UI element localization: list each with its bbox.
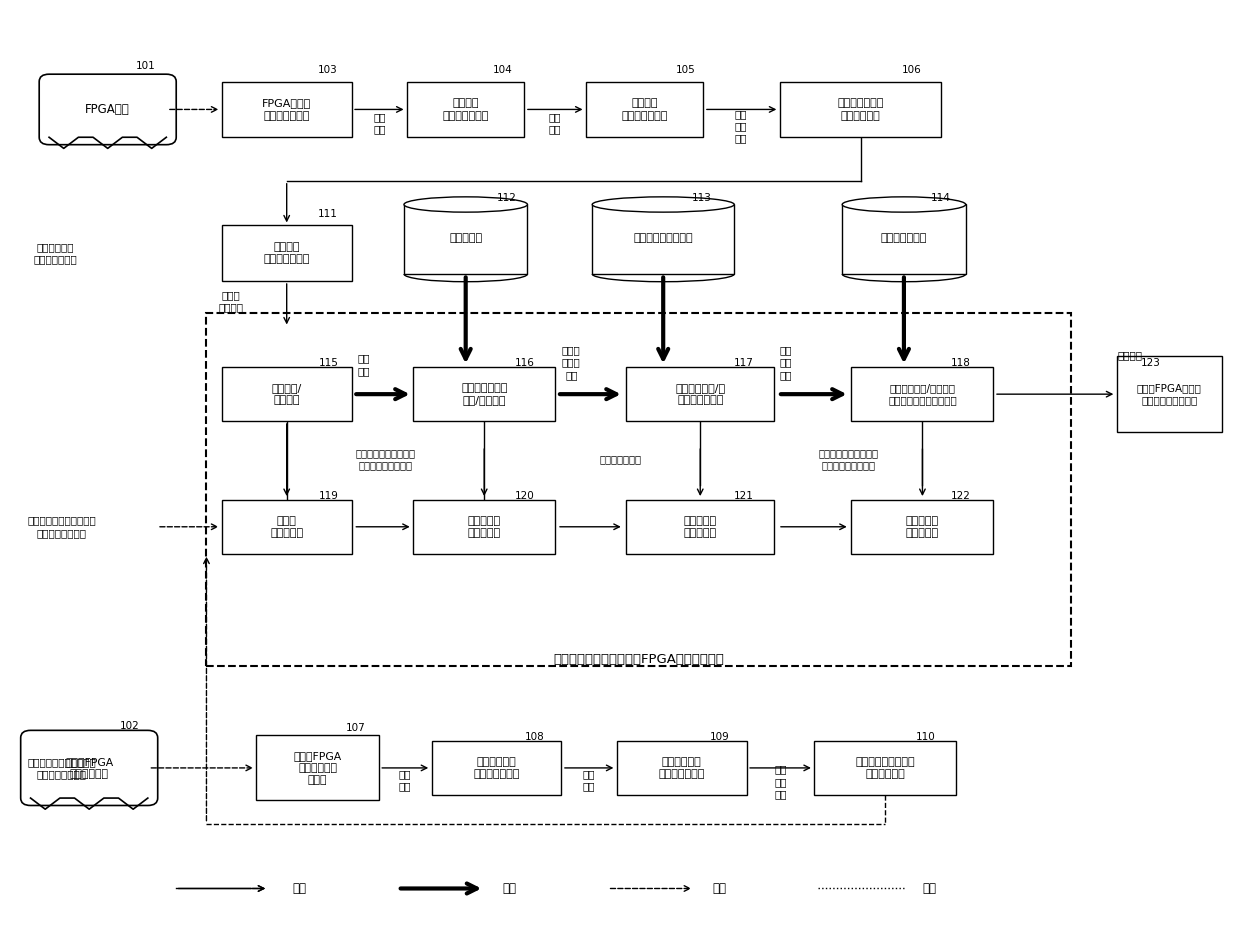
- FancyBboxPatch shape: [852, 500, 993, 553]
- Text: 117: 117: [734, 357, 754, 368]
- Text: 过程: 过程: [293, 882, 306, 895]
- Text: 111: 111: [317, 209, 337, 219]
- Text: 转换到
赋权超图: 转换到 赋权超图: [218, 290, 244, 313]
- Text: 107: 107: [346, 723, 366, 733]
- FancyBboxPatch shape: [255, 735, 379, 801]
- Text: 层次式FPGA的近似
非劣最优的布局布线: 层次式FPGA的近似 非劣最优的布局布线: [1137, 383, 1202, 405]
- Text: 输出: 输出: [923, 882, 936, 895]
- Text: 每一层次超图/逻辑网表
的近似非劣最优布局布线: 每一层次超图/逻辑网表 的近似非劣最优布局布线: [888, 383, 957, 405]
- Text: 输出结果: 输出结果: [1117, 350, 1142, 360]
- Text: 迁移优化算法库: 迁移优化算法库: [880, 232, 928, 243]
- FancyBboxPatch shape: [780, 81, 941, 137]
- FancyBboxPatch shape: [815, 741, 956, 795]
- Text: 投影
优化
阶段: 投影 优化 阶段: [779, 345, 792, 380]
- Text: 基于多层次方法的层次式FPGA布局布线程序: 基于多层次方法的层次式FPGA布局布线程序: [553, 653, 724, 666]
- Text: FPGA设计的
网表文件源代码: FPGA设计的 网表文件源代码: [262, 98, 311, 120]
- Text: 110: 110: [916, 732, 936, 743]
- Text: 101: 101: [136, 61, 156, 71]
- FancyBboxPatch shape: [852, 368, 993, 421]
- Text: 网表文件
对应的逻辑网表: 网表文件 对应的逻辑网表: [264, 242, 310, 264]
- FancyBboxPatch shape: [222, 368, 351, 421]
- Text: 语法
分析: 语法 分析: [583, 769, 595, 791]
- Text: 103: 103: [317, 64, 337, 75]
- Text: 最高层次的
布线资源图: 最高层次的 布线资源图: [683, 516, 717, 538]
- FancyBboxPatch shape: [222, 81, 351, 137]
- Text: 布局与全局布线: 布局与全局布线: [599, 454, 641, 464]
- FancyBboxPatch shape: [618, 741, 746, 795]
- FancyBboxPatch shape: [413, 500, 556, 553]
- Text: 104: 104: [492, 64, 512, 75]
- Text: 调用: 调用: [502, 882, 517, 895]
- Text: 121: 121: [734, 491, 754, 501]
- Text: 113: 113: [692, 192, 712, 202]
- FancyBboxPatch shape: [587, 81, 703, 137]
- FancyBboxPatch shape: [21, 731, 157, 805]
- Text: 层次式FPGA
结构描述文件
源代码: 层次式FPGA 结构描述文件 源代码: [294, 750, 342, 786]
- FancyBboxPatch shape: [222, 226, 351, 281]
- Text: 中间
代码
生成: 中间 代码 生成: [735, 109, 748, 144]
- Text: 赋权超图/
逻辑网表: 赋权超图/ 逻辑网表: [272, 383, 301, 405]
- FancyBboxPatch shape: [40, 75, 176, 145]
- Text: 相应层次的
布线资源图: 相应层次的 布线资源图: [467, 516, 501, 538]
- Text: 网表文件
对应的单词符号: 网表文件 对应的单词符号: [443, 98, 489, 120]
- Text: FPGA设计: FPGA设计: [86, 103, 130, 116]
- Text: 结构描述文件对应的
内部中间代码: 结构描述文件对应的 内部中间代码: [856, 757, 915, 779]
- Text: 122: 122: [951, 491, 971, 501]
- Text: 结群单元的迁移优化及
相应的局部拆线重布: 结群单元的迁移优化及 相应的局部拆线重布: [818, 448, 878, 470]
- Text: 多层次
布线资源图: 多层次 布线资源图: [270, 516, 304, 538]
- Text: 108: 108: [525, 732, 544, 743]
- Text: 105: 105: [676, 64, 696, 75]
- FancyBboxPatch shape: [626, 368, 774, 421]
- Text: 116: 116: [515, 357, 534, 368]
- FancyBboxPatch shape: [593, 204, 734, 274]
- Text: 123: 123: [1141, 357, 1161, 368]
- Text: 每一层次结群的
超图/逻辑网表: 每一层次结群的 超图/逻辑网表: [461, 383, 507, 405]
- Text: 构造网表文件
对应的逻辑网表: 构造网表文件 对应的逻辑网表: [33, 242, 77, 264]
- Text: 匹配算法库: 匹配算法库: [449, 232, 482, 243]
- Text: 基于布线通道容量约束
条件的结群子群检查: 基于布线通道容量约束 条件的结群子群检查: [356, 448, 415, 470]
- Text: 词法
分析: 词法 分析: [373, 112, 386, 134]
- Text: 结群
阶段: 结群 阶段: [357, 354, 370, 376]
- FancyBboxPatch shape: [432, 741, 562, 795]
- Text: 词法
分析: 词法 分析: [399, 769, 412, 791]
- FancyBboxPatch shape: [222, 500, 351, 553]
- Text: 120: 120: [515, 491, 534, 501]
- Text: 109: 109: [711, 732, 730, 743]
- Text: 结构描述文件
对应的单词符号: 结构描述文件 对应的单词符号: [474, 757, 520, 779]
- Text: 最小结群超图/最
高层次逻辑网表: 最小结群超图/最 高层次逻辑网表: [675, 383, 725, 405]
- Text: 层次式FPGA
结构描述文件: 层次式FPGA 结构描述文件: [64, 757, 113, 779]
- Text: 语法
分析: 语法 分析: [548, 112, 560, 134]
- Text: 112: 112: [496, 192, 516, 202]
- Text: 最小割的划分算法库: 最小割的划分算法库: [634, 232, 693, 243]
- FancyBboxPatch shape: [842, 204, 966, 274]
- Text: 114: 114: [931, 192, 951, 202]
- FancyBboxPatch shape: [1117, 356, 1221, 432]
- Text: 网表文件对应的
内部中间代码: 网表文件对应的 内部中间代码: [837, 98, 884, 120]
- FancyBboxPatch shape: [404, 204, 527, 274]
- Ellipse shape: [404, 197, 527, 212]
- Text: 中间
代码
生成: 中间 代码 生成: [774, 764, 786, 800]
- FancyBboxPatch shape: [407, 81, 525, 137]
- Text: 118: 118: [951, 357, 971, 368]
- FancyBboxPatch shape: [626, 500, 774, 553]
- Text: 输入: 输入: [713, 882, 727, 895]
- Text: 结构描述文件
对应的语法短语: 结构描述文件 对应的语法短语: [658, 757, 704, 779]
- Ellipse shape: [842, 197, 966, 212]
- Text: 构造结构描述文件对应的
多层次布线资源图: 构造结构描述文件对应的 多层次布线资源图: [27, 757, 97, 779]
- Text: 115: 115: [319, 357, 339, 368]
- Text: 106: 106: [901, 64, 921, 75]
- Text: 119: 119: [319, 491, 339, 501]
- Text: 相应层次的
布线资源图: 相应层次的 布线资源图: [906, 516, 939, 538]
- FancyBboxPatch shape: [413, 368, 556, 421]
- Text: 102: 102: [120, 721, 140, 731]
- Text: 网表文件
对应的语法短语: 网表文件 对应的语法短语: [621, 98, 668, 120]
- Text: 构造结构描述文件对应的
多层次布线资源图: 构造结构描述文件对应的 多层次布线资源图: [27, 516, 97, 538]
- Text: 初始布
局布线
阶段: 初始布 局布线 阶段: [562, 345, 580, 380]
- Ellipse shape: [593, 197, 734, 212]
